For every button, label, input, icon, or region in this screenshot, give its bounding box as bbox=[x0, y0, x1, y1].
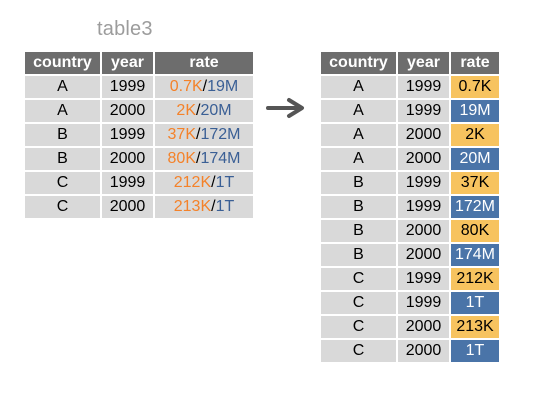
source-rate-cases: 80K bbox=[167, 150, 196, 167]
source-cell-rate: 80K/174M bbox=[155, 148, 253, 170]
source-cell-rate: 37K/172M bbox=[155, 124, 253, 146]
result-cell-country: C bbox=[321, 316, 396, 338]
result-cell-country: A bbox=[321, 76, 396, 98]
source-cell-country: B bbox=[25, 148, 100, 170]
source-cell-rate: 213K/1T bbox=[155, 196, 253, 218]
result-cell-rate-blue: 174M bbox=[451, 244, 499, 266]
source-rate-population: 19M bbox=[207, 78, 239, 95]
source-header-country: country bbox=[25, 52, 100, 74]
result-cell-year: 1999 bbox=[398, 196, 449, 218]
result-cell-year: 1999 bbox=[398, 76, 449, 98]
right-arrow-icon bbox=[266, 98, 304, 118]
result-cell-year: 2000 bbox=[398, 148, 449, 170]
result-cell-rate-blue: 1T bbox=[451, 340, 499, 362]
result-cell-rate-orange: 212K bbox=[451, 268, 499, 290]
source-rate-cases: 2K bbox=[176, 102, 196, 119]
result-cell-year: 2000 bbox=[398, 316, 449, 338]
result-cell-year: 1999 bbox=[398, 100, 449, 122]
source-rate-cases: 212K bbox=[173, 174, 212, 191]
result-cell-rate-orange: 80K bbox=[451, 220, 499, 242]
result-cell-rate-blue: 172M bbox=[451, 196, 499, 218]
result-cell-year: 1999 bbox=[398, 268, 449, 290]
source-rate-cases: 213K bbox=[173, 198, 212, 215]
result-cell-year: 2000 bbox=[398, 124, 449, 146]
result-cell-country: A bbox=[321, 148, 396, 170]
result-cell-country: A bbox=[321, 100, 396, 122]
source-cell-rate: 0.7K/19M bbox=[155, 76, 253, 98]
result-cell-country: B bbox=[321, 244, 396, 266]
source-cell-year: 2000 bbox=[102, 148, 153, 170]
source-rate-separator: / bbox=[211, 198, 216, 215]
result-cell-country: A bbox=[321, 124, 396, 146]
source-cell-year: 1999 bbox=[102, 172, 153, 194]
source-rate-population: 172M bbox=[200, 126, 241, 143]
result-cell-country: C bbox=[321, 292, 396, 314]
result-header-year: year bbox=[398, 52, 449, 74]
result-cell-year: 1999 bbox=[398, 292, 449, 314]
source-cell-year: 1999 bbox=[102, 76, 153, 98]
source-cell-country: C bbox=[25, 172, 100, 194]
source-rate-separator: / bbox=[202, 78, 208, 95]
source-cell-country: C bbox=[25, 196, 100, 218]
source-cell-rate: 212K/1T bbox=[155, 172, 253, 194]
result-cell-rate-orange: 213K bbox=[451, 316, 499, 338]
source-rate-separator: / bbox=[211, 174, 216, 191]
source-rate-population: 174M bbox=[200, 150, 241, 167]
source-rate-population: 20M bbox=[200, 102, 232, 119]
result-cell-rate-blue: 1T bbox=[451, 292, 499, 314]
result-cell-year: 2000 bbox=[398, 340, 449, 362]
result-cell-rate-orange: 37K bbox=[451, 172, 499, 194]
source-rate-separator: / bbox=[195, 150, 201, 167]
source-rate-cases: 0.7K bbox=[169, 78, 203, 95]
result-cell-year: 1999 bbox=[398, 172, 449, 194]
source-header-year: year bbox=[102, 52, 153, 74]
source-cell-year: 1999 bbox=[102, 124, 153, 146]
result-cell-country: B bbox=[321, 196, 396, 218]
result-cell-rate-blue: 19M bbox=[451, 100, 499, 122]
source-rate-population: 1T bbox=[215, 174, 235, 191]
result-cell-country: C bbox=[321, 340, 396, 362]
source-rate-cases: 37K bbox=[167, 126, 196, 143]
result-header-rate: rate bbox=[451, 52, 499, 74]
source-rate-separator: / bbox=[196, 102, 201, 119]
result-cell-country: B bbox=[321, 220, 396, 242]
result-cell-year: 2000 bbox=[398, 244, 449, 266]
source-cell-country: A bbox=[25, 76, 100, 98]
source-rate-separator: / bbox=[195, 126, 201, 143]
result-cell-country: B bbox=[321, 172, 396, 194]
table-title: table3 bbox=[97, 18, 153, 40]
source-cell-country: B bbox=[25, 124, 100, 146]
source-table: country year rate A 1999 0.7K/19M A 2000… bbox=[25, 52, 253, 218]
source-cell-year: 2000 bbox=[102, 100, 153, 122]
result-cell-rate-orange: 0.7K bbox=[451, 76, 499, 98]
source-rate-population: 1T bbox=[215, 198, 235, 215]
source-cell-country: A bbox=[25, 100, 100, 122]
result-cell-rate-orange: 2K bbox=[451, 124, 499, 146]
source-header-rate: rate bbox=[155, 52, 253, 74]
result-cell-year: 2000 bbox=[398, 220, 449, 242]
result-header-country: country bbox=[321, 52, 396, 74]
source-cell-year: 2000 bbox=[102, 196, 153, 218]
result-cell-rate-blue: 20M bbox=[451, 148, 499, 170]
source-cell-rate: 2K/20M bbox=[155, 100, 253, 122]
result-cell-country: C bbox=[321, 268, 396, 290]
result-table: country year rate A 1999 0.7K A 1999 19M… bbox=[321, 52, 499, 362]
